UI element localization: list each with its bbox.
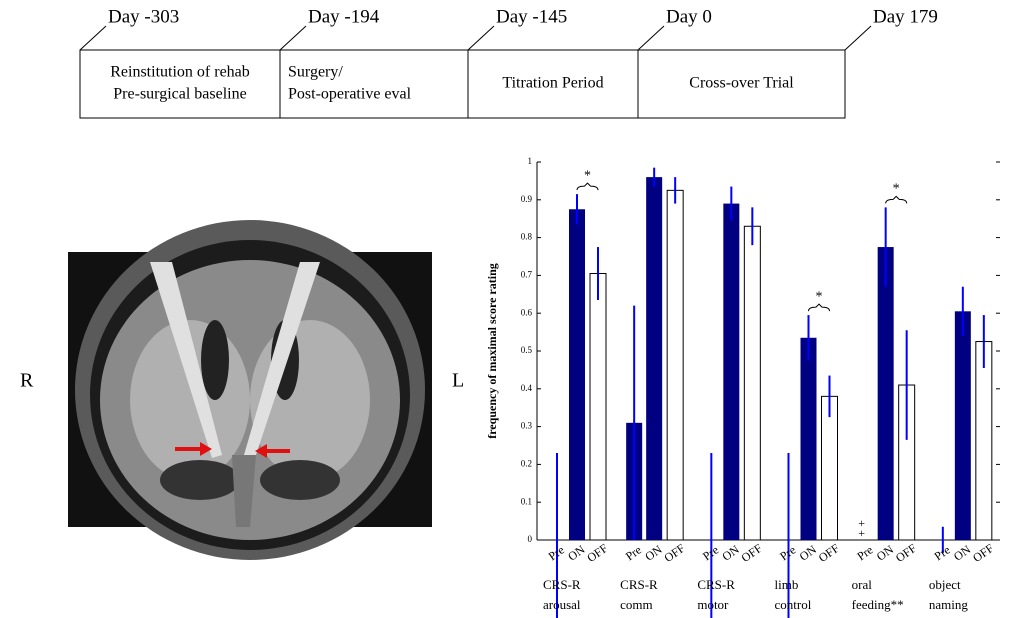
- x-tick-label: naming: [929, 597, 968, 612]
- x-tick-label: CRS-R: [697, 577, 735, 592]
- bar: [646, 177, 662, 540]
- bar: [976, 342, 992, 540]
- timeline-day: Day 179: [873, 6, 938, 27]
- significance-mark: *: [816, 289, 823, 304]
- timeline-connector: [845, 26, 871, 50]
- x-tick-label: arousal: [543, 597, 581, 612]
- y-tick-label: 0.4: [521, 383, 533, 393]
- y-tick-label: 0.5: [521, 345, 533, 355]
- bar: [955, 311, 971, 540]
- y-tick-label: 0.3: [521, 421, 533, 431]
- bar-label: Pre: [623, 543, 644, 564]
- timeline-connector: [638, 26, 664, 50]
- bar-label: OFF: [970, 541, 996, 565]
- y-tick-label: 0.6: [521, 307, 533, 317]
- bar-label: OFF: [661, 541, 687, 565]
- y-tick-label: 1: [528, 156, 533, 166]
- timeline-connector: [80, 26, 106, 50]
- timeline-phase: Titration Period: [502, 75, 603, 92]
- timeline-phase: Post-operative eval: [288, 86, 412, 103]
- bar: [801, 338, 817, 540]
- x-tick-label: object: [929, 577, 961, 592]
- figure: R L frequency of maximal score rating Da…: [0, 0, 1013, 618]
- x-tick-label: comm: [620, 597, 653, 612]
- bar-label: Pre: [546, 543, 567, 564]
- y-tick-label: 0: [528, 534, 533, 544]
- y-tick-label: 0.9: [521, 194, 533, 204]
- x-tick-label: CRS-R: [543, 577, 581, 592]
- pre-mark: +: [858, 526, 865, 540]
- x-tick-label: oral: [852, 577, 873, 592]
- side-label: R: [20, 370, 34, 392]
- bar: [744, 226, 760, 540]
- bar: [667, 190, 683, 540]
- timeline-connector: [468, 26, 494, 50]
- timeline-phase: Pre-surgical baseline: [113, 86, 246, 103]
- x-tick-label: limb: [775, 577, 799, 592]
- timeline-phase: Reinstitution of rehab: [110, 64, 250, 81]
- significance-bracket: [809, 304, 830, 311]
- timeline-connector: [280, 26, 306, 50]
- y-tick-label: 0.2: [521, 458, 532, 468]
- bar: [878, 247, 894, 540]
- bar: [822, 396, 838, 540]
- bar-label: Pre: [700, 543, 721, 564]
- y-axis-label: frequency of maximal score rating: [485, 263, 499, 439]
- timeline-day: Day -145: [496, 6, 567, 27]
- bar-label: Pre: [932, 543, 953, 564]
- x-tick-label: CRS-R: [620, 577, 658, 592]
- y-tick-label: 0.1: [521, 496, 532, 506]
- x-tick-label: feeding**: [852, 597, 904, 612]
- x-tick-label: control: [775, 597, 812, 612]
- bar-label: OFF: [584, 541, 610, 565]
- significance-mark: *: [584, 168, 591, 183]
- timeline-phase: Surgery/: [288, 64, 343, 81]
- bar-label: Pre: [854, 543, 875, 564]
- significance-bracket: [577, 183, 598, 190]
- significance-bracket: [886, 196, 907, 203]
- timeline-phase: Cross-over Trial: [689, 75, 794, 92]
- timeline-day: Day -194: [308, 6, 380, 27]
- side-label: L: [452, 370, 464, 392]
- bar: [569, 209, 585, 540]
- y-tick-label: 0.8: [521, 232, 533, 242]
- bar-label: OFF: [893, 541, 919, 565]
- bar-label: OFF: [739, 541, 765, 565]
- bar: [590, 274, 606, 540]
- bar: [723, 204, 739, 540]
- timeline-day: Day -303: [108, 6, 179, 27]
- y-tick-label: 0.7: [521, 269, 533, 279]
- x-tick-label: motor: [697, 597, 729, 612]
- significance-mark: *: [893, 182, 900, 197]
- bar-label: Pre: [777, 543, 798, 564]
- timeline-day: Day 0: [666, 6, 712, 27]
- mri-image: [68, 220, 432, 560]
- bar-label: OFF: [816, 541, 842, 565]
